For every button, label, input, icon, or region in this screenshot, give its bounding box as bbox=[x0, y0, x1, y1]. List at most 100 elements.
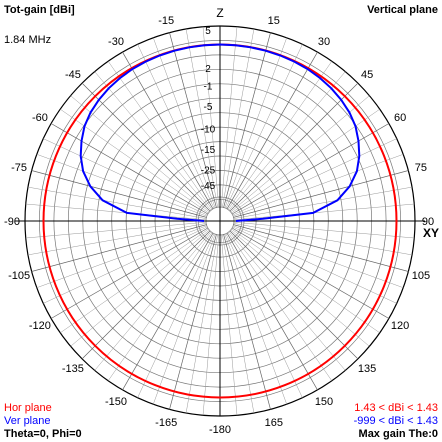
grid-spoke bbox=[25, 203, 207, 221]
grid-spoke bbox=[36, 225, 207, 288]
grid-spoke bbox=[226, 232, 318, 391]
grid-spoke bbox=[227, 232, 333, 381]
grid-spoke bbox=[220, 26, 238, 208]
legend-hor-range: 1.43 < dBi < 1.43 bbox=[354, 402, 438, 414]
grid-spoke bbox=[233, 224, 409, 272]
angle-labels: Z 15 30 45 60 75 90 105 120 135 150 165 -180 -165 -150… bbox=[4, 6, 439, 436]
angle-label: 135 bbox=[358, 363, 376, 375]
legend-ver-label: Ver plane bbox=[4, 415, 51, 427]
grid-spoke bbox=[223, 32, 271, 208]
grid-spoke bbox=[107, 232, 213, 381]
series-layer bbox=[42, 43, 398, 399]
grid-spoke bbox=[43, 138, 208, 216]
angle-label: -60 bbox=[32, 112, 48, 124]
grid-spoke bbox=[230, 229, 370, 347]
grid-spoke bbox=[202, 234, 220, 416]
angle-label: -150 bbox=[105, 396, 127, 408]
grid-spoke bbox=[222, 234, 255, 414]
radial-tick-label: -1 bbox=[204, 81, 213, 92]
polar-grid bbox=[15, 25, 425, 417]
grid-spoke bbox=[231, 228, 380, 334]
angle-label: -120 bbox=[29, 320, 51, 332]
grid-spoke bbox=[228, 231, 346, 371]
grid-spoke bbox=[50, 227, 209, 319]
grid-spoke bbox=[81, 82, 211, 212]
radial-tick-label: -10 bbox=[201, 124, 216, 135]
angle-label: -45 bbox=[65, 69, 81, 81]
grid-spoke bbox=[81, 230, 211, 360]
grid-spoke bbox=[233, 223, 413, 256]
radial-tick-label: 2 bbox=[205, 64, 211, 75]
angle-label: -75 bbox=[11, 162, 27, 174]
angle-label: 105 bbox=[412, 270, 430, 282]
grid-spoke bbox=[27, 186, 207, 219]
plane-title: Vertical plane bbox=[367, 4, 438, 16]
grid-spoke bbox=[230, 95, 370, 213]
max-gain-label: Max gain The:0 bbox=[358, 428, 438, 440]
grid-spoke bbox=[60, 228, 209, 334]
grid-spoke bbox=[169, 32, 217, 208]
grid-spoke bbox=[70, 229, 210, 347]
angle-label: 165 bbox=[265, 417, 283, 429]
grid-spoke bbox=[224, 234, 287, 405]
grid-spoke bbox=[70, 95, 210, 213]
grid-spoke bbox=[232, 226, 397, 304]
chart-title: Tot-gain [dBi] bbox=[4, 4, 75, 16]
angle-label: 60 bbox=[394, 112, 406, 124]
grid-spoke bbox=[185, 234, 218, 414]
grid-spoke bbox=[122, 51, 214, 210]
grid-spoke bbox=[107, 61, 213, 210]
grid-spoke bbox=[229, 230, 359, 360]
theta-phi-label: Theta=0, Phi=0 bbox=[4, 428, 82, 440]
angle-label: -135 bbox=[62, 363, 84, 375]
radial-tick-label: -5 bbox=[204, 102, 213, 113]
angle-label: 30 bbox=[318, 36, 330, 48]
grid-spoke bbox=[222, 28, 255, 208]
grid-spoke bbox=[43, 226, 208, 304]
grid-spoke bbox=[94, 71, 212, 211]
radial-tick-label: -15 bbox=[201, 145, 216, 156]
angle-label: -105 bbox=[8, 270, 30, 282]
angle-label: 75 bbox=[415, 162, 427, 174]
angle-label: -165 bbox=[155, 417, 177, 429]
grid-spoke bbox=[185, 28, 218, 208]
grid-spoke bbox=[31, 224, 207, 272]
grid-spoke bbox=[233, 203, 415, 221]
radial-tick-label: -45 bbox=[201, 181, 216, 192]
angle-label: -180 bbox=[209, 424, 231, 436]
angle-label: 90 bbox=[422, 216, 434, 228]
grid-spoke bbox=[60, 108, 209, 214]
grid-spoke bbox=[229, 82, 359, 212]
grid-spoke bbox=[169, 234, 217, 410]
angle-label: -90 bbox=[4, 216, 20, 228]
grid-spoke bbox=[225, 44, 303, 209]
grid-spoke bbox=[227, 61, 333, 210]
grid-spoke bbox=[202, 26, 220, 208]
grid-spoke bbox=[122, 232, 214, 391]
angle-label: -30 bbox=[108, 36, 124, 48]
grid-spoke bbox=[231, 227, 390, 319]
grid-spoke bbox=[31, 170, 207, 218]
grid-spoke bbox=[225, 233, 303, 398]
legend-ver-range: -999 < dBi < 1.43 bbox=[353, 415, 438, 427]
angle-label: 15 bbox=[268, 15, 280, 27]
grid-spoke bbox=[233, 154, 404, 217]
angle-label: 150 bbox=[315, 396, 333, 408]
grid-spoke bbox=[153, 234, 216, 405]
angle-label: -15 bbox=[158, 15, 174, 27]
radial-tick-label: -25 bbox=[201, 166, 216, 177]
angle-label: Z bbox=[216, 6, 223, 20]
grid-spoke bbox=[137, 44, 215, 209]
grid-spoke bbox=[226, 51, 318, 210]
series-ver-plane bbox=[79, 43, 361, 222]
grid-spoke bbox=[25, 221, 207, 239]
grid-spoke bbox=[228, 71, 346, 211]
grid-spoke bbox=[137, 233, 215, 398]
angle-label: 120 bbox=[391, 320, 409, 332]
radial-tick-labels: 5 2 -1 -5 -10 -15 -25 -45 bbox=[201, 26, 216, 192]
grid-spoke bbox=[153, 37, 216, 208]
grid-spoke bbox=[223, 234, 271, 410]
grid-spoke bbox=[233, 225, 404, 288]
legend-hor-label: Hor plane bbox=[4, 402, 52, 414]
